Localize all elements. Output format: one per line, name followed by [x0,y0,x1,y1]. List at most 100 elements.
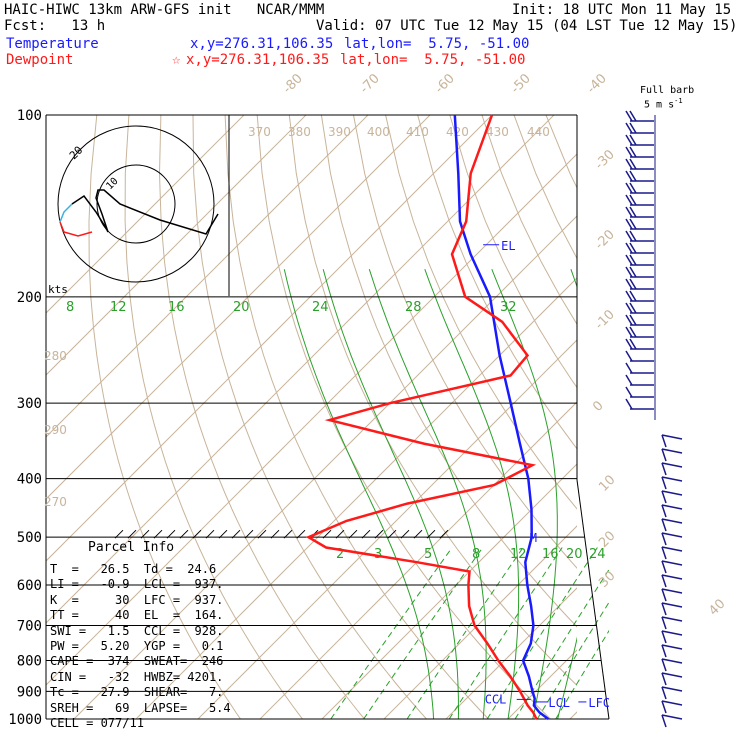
barb-feather [661,644,667,658]
barb-feather [629,302,637,314]
parcel-info-title: Parcel Info [88,540,175,555]
mixing-ratio-label: 16 [542,547,559,562]
isotherm [135,277,577,719]
hodograph-unit-label: kts [48,283,68,296]
el-label: EL [501,239,515,253]
hodograph-inner-ring [96,164,176,244]
isotherm [46,153,577,686]
wind-barb [625,230,654,242]
hatch-mark [387,529,397,539]
wind-barbs [625,110,683,728]
theta-label: 440 [527,125,550,139]
isotherm [73,215,577,719]
barb-feather [625,218,633,230]
barb-feather [625,182,633,194]
barb-staff [661,434,683,440]
parcel-info-row: SWI = 1.5 CCL = 928. [50,623,224,638]
barb-feather [629,266,637,278]
moist-adiabat [283,269,435,719]
dry-adiabat [707,115,740,719]
barb-feather [625,326,633,338]
barb-feather [625,290,633,302]
isotherm-label: 40 [706,597,728,619]
theta-label: 380 [288,125,311,139]
barb-staff [661,616,683,622]
barb-staff [661,462,683,468]
hatch-mark [413,529,423,539]
dry-adiabat [353,115,577,569]
isotherm-label: -60 [432,71,458,97]
wind-barb [625,374,654,386]
barb-staff [661,630,683,636]
wind-barb [661,518,683,532]
isotherm [46,115,431,500]
hatch-mark [244,529,254,539]
isotherm-label: -20 [592,227,618,253]
wind-barb [625,158,654,170]
hatch-mark [361,529,371,539]
barb-staff [661,672,683,678]
dewpoint-marker: ☆ [172,52,181,68]
dry-adiabat [481,115,577,326]
wind-barb [625,170,654,182]
wind-barb [625,266,654,278]
dry-adiabat [88,115,241,719]
isotherm [46,115,245,314]
isotherm-label: 0 [590,398,606,414]
wind-barb [625,338,654,350]
barb-legend-units: 5 m s-1 [644,97,683,111]
moist-adiabat [491,269,558,719]
dewpoint-latlon: lat,lon= 5.75, -51.00 [340,52,526,68]
barb-legend-title: Full barb [640,85,695,96]
barb-feather [661,434,667,448]
pressure-tick-label: 1000 [8,712,42,728]
wind-barb [661,462,683,476]
dry-adiabat [674,115,740,719]
barb-feather [629,122,637,134]
barb-feather [629,110,637,122]
isotherm [46,115,307,376]
moist-adiabat [368,269,487,719]
dewpoint-legend: Dewpoint [6,52,74,68]
theta-label: 280 [44,349,67,363]
barb-staff [661,602,683,608]
hatch-mark [257,529,267,539]
wind-barb [661,546,683,560]
mixing-ratio-label: 2 [336,547,344,562]
mixing-ratio-label: 24 [589,547,606,562]
barb-feather [625,158,633,170]
mixing-ratio-line [330,547,453,719]
moist-adiabat-label: 12 [110,300,127,315]
barb-feather [629,158,637,170]
wind-barb [661,714,683,728]
hatch-mark [270,529,280,539]
hatch-mark [192,529,202,539]
dewpoint-profile [305,114,538,720]
parcel-info-row: K = 30 LFC = 937. [50,592,224,607]
isotherm [197,339,577,719]
wind-barb [625,386,654,398]
hatch-mark [296,529,306,539]
moist-adiabat [557,269,577,719]
barb-staff [661,476,683,482]
pressure-tick-label: 300 [17,396,42,412]
barb-feather [629,242,637,254]
barb-feather [625,122,633,134]
barb-feather [625,386,633,398]
dry-adiabat [158,115,365,719]
barb-feather [661,574,667,588]
isotherm [46,115,493,562]
parcel-info-row: Tc = 27.9 SHEAR= 7. [50,685,224,700]
barb-feather [629,338,637,350]
barb-feather [625,110,633,122]
barb-feather [625,254,633,266]
barb-feather [629,326,637,338]
wind-barb [661,504,683,518]
barb-staff [661,700,683,706]
wind-barb [661,560,683,574]
dry-adiabat [513,115,577,260]
right-axis-lower [576,479,610,720]
profiles: EL M LCL LFC CCL [305,114,610,721]
barb-feather [625,194,633,206]
